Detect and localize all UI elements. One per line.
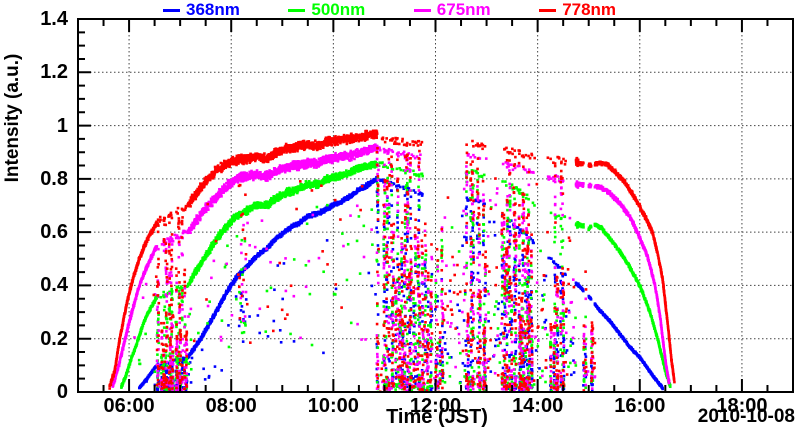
x-tick-label: 10:00 xyxy=(307,395,359,417)
legend-marker xyxy=(413,8,431,12)
y-tick-label: 0.8 xyxy=(40,167,68,190)
legend-label: 675nm xyxy=(436,0,491,19)
y-tick-label: 1.2 xyxy=(40,61,68,84)
x-tick-label: 14:00 xyxy=(512,395,564,417)
x-tick-label: 06:00 xyxy=(103,395,155,417)
legend-marker xyxy=(539,8,557,12)
legend-entry-368nm: 368nm xyxy=(163,0,240,19)
legend-entry-500nm: 500nm xyxy=(288,0,366,19)
legend-marker xyxy=(163,8,180,12)
y-tick-label: 0.4 xyxy=(40,274,68,297)
legend-label: 500nm xyxy=(311,0,366,19)
date-label: 2010-10-08 xyxy=(697,406,795,427)
legend-marker xyxy=(288,8,306,12)
x-tick-label: 16:00 xyxy=(614,395,666,417)
legend-label: 368nm xyxy=(186,0,240,19)
y-tick-label: 1.4 xyxy=(40,8,68,30)
x-tick-label: 18:00 xyxy=(716,395,768,417)
y-tick-label: 1 xyxy=(56,114,68,137)
y-tick-label: 0 xyxy=(56,381,68,403)
y-tick-label: 0.2 xyxy=(40,327,68,350)
legend-entry-778nm: 778nm xyxy=(539,0,617,19)
legend-label: 778nm xyxy=(562,0,617,19)
x-axis-title: Time (JST) xyxy=(386,406,488,428)
x-tick-label: 08:00 xyxy=(205,395,257,417)
legend-entry-675nm: 675nm xyxy=(413,0,491,19)
y-tick-label: 0.6 xyxy=(40,221,68,244)
x-tick-label: 12:00 xyxy=(409,395,462,417)
